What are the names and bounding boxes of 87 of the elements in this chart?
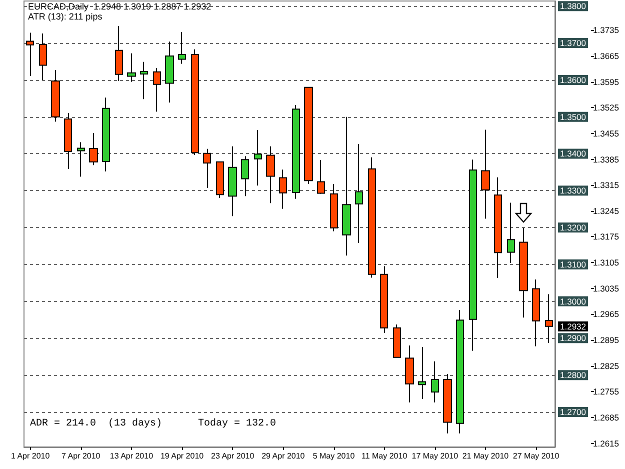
y-tick-label: 1.3500 — [560, 112, 586, 122]
x-tick-label: 23 Apr 2010 — [211, 452, 255, 460]
y2-tick-label: 1.2755 — [593, 386, 620, 397]
y-tick-label: 1.3600 — [560, 74, 586, 85]
y2-tick-label: 1.2685 — [593, 412, 620, 422]
candlestick — [203, 148, 211, 189]
candlestick — [254, 130, 262, 186]
y2-tick-label: 1.3525 — [593, 102, 620, 113]
x-tick-label: 1 Apr 2010 — [10, 452, 50, 460]
candlestick — [443, 373, 452, 434]
candlestick — [494, 176, 502, 279]
y2-tick-label: 1.3035 — [593, 283, 620, 294]
y-tick-label: 1.3000 — [560, 296, 586, 306]
y2-tick-label: 1.3735 — [593, 25, 620, 36]
candlestick — [532, 279, 540, 347]
x-tick-label: 17 May 2010 — [412, 452, 459, 460]
y-tick-label: 1.3200 — [560, 222, 586, 233]
candlestick — [64, 112, 72, 170]
y2-tick-label: 1.2825 — [593, 360, 620, 371]
candlestick — [178, 31, 186, 64]
x-tick-label: 27 May 2010 — [512, 452, 560, 460]
candlestick — [26, 32, 34, 76]
y2-tick-label: 1.3315 — [593, 180, 620, 190]
candlestick — [140, 61, 148, 100]
y-tick-label: 1.3800 — [560, 1, 586, 12]
y2-tick-label: 1.2895 — [593, 335, 620, 346]
candlestick — [355, 144, 363, 244]
y-tick-label: 1.3300 — [560, 186, 586, 196]
candlestick — [304, 86, 313, 184]
candlestick — [216, 160, 224, 198]
candlestick — [266, 146, 275, 204]
y2-tick-label: 1.3385 — [593, 154, 620, 164]
x-tick-label: 5 May 2010 — [312, 452, 356, 460]
y2-tick-label: 1.3595 — [593, 76, 620, 87]
y2-tick-label: 1.2965 — [593, 309, 620, 320]
y2-tick-label: 1.3245 — [593, 206, 620, 216]
annotation: 1.2932 — [560, 321, 586, 332]
candlestick — [102, 97, 110, 172]
candlestick — [153, 68, 161, 112]
x-tick-label: 29 Apr 2010 — [262, 452, 306, 460]
candlestick — [330, 183, 338, 232]
y2-tick-label: 1.3175 — [593, 232, 620, 242]
candlestick — [51, 69, 60, 122]
y-tick-label: 1.3700 — [560, 38, 586, 48]
candlestick — [228, 146, 237, 217]
candlestick — [39, 32, 47, 80]
x-tick-label: 11 May 2010 — [361, 452, 408, 460]
annotation: Today = 132.0 — [198, 418, 276, 430]
candlestick — [342, 116, 351, 256]
chart-title: EURCAD,Daily 1.2948 1.3019 1.2887 1.2932 — [28, 2, 212, 12]
candlestick — [368, 156, 376, 278]
candlestick — [317, 159, 325, 194]
candlestick — [545, 294, 553, 344]
x-tick-label: 19 Apr 2010 — [160, 452, 204, 460]
candlestick — [77, 142, 85, 178]
candlestick — [115, 26, 123, 82]
candlestick — [279, 169, 287, 210]
candlestick — [292, 104, 300, 200]
candlestick — [507, 202, 515, 264]
candlestick — [519, 227, 528, 318]
y-tick-label: 1.2900 — [560, 333, 586, 344]
candlestick — [165, 41, 174, 103]
text: ATR (13): 211 pips — [28, 12, 103, 22]
candlestick — [431, 360, 439, 403]
x-tick-label: 13 Apr 2010 — [110, 452, 154, 460]
candlestick — [481, 129, 490, 220]
candlestick — [456, 310, 464, 434]
candlestick — [380, 266, 388, 334]
candlestick — [469, 159, 477, 352]
candlestick — [418, 346, 426, 400]
candlestick — [191, 48, 199, 156]
y2-tick-label: 1.3665 — [593, 50, 620, 61]
y-tick-label: 1.3100 — [560, 259, 586, 270]
candlestick — [241, 156, 249, 197]
y-tick-label: 1.2800 — [560, 370, 586, 380]
x-tick-label: 21 May 2010 — [462, 452, 510, 460]
y-tick-label: 1.2700 — [560, 406, 586, 417]
y2-tick-label: 1.3105 — [593, 258, 620, 268]
y2-tick-label: 1.2615 — [593, 438, 620, 448]
y-tick-label: 1.3400 — [560, 148, 586, 159]
annotation: ADR = 214.0 (13 days) — [30, 418, 162, 430]
x-tick-label: 7 Apr 2010 — [62, 452, 101, 460]
candlestick — [405, 345, 414, 403]
y2-tick-label: 1.3455 — [593, 128, 620, 138]
candlestick — [127, 52, 136, 82]
candlestick — [393, 324, 401, 358]
candlestick — [89, 132, 98, 166]
